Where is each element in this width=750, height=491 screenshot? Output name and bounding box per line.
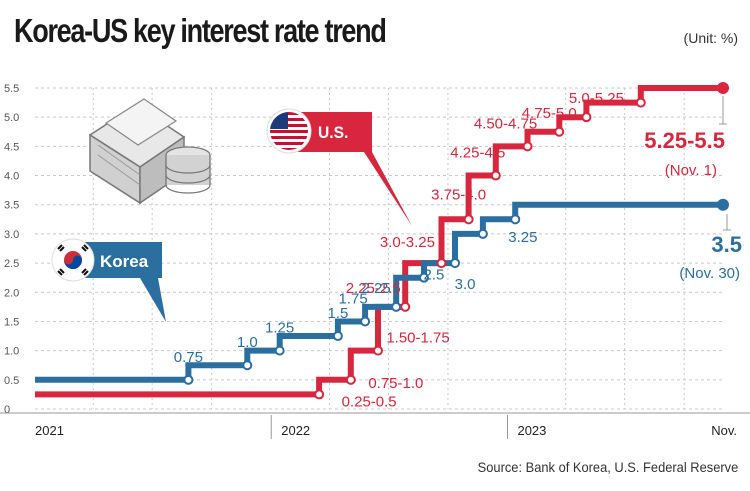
korea-rate-point xyxy=(360,316,371,327)
korea-rate-label: 1.25 xyxy=(265,320,294,337)
us-rate-label: 3.0-3.25 xyxy=(380,234,435,251)
x-tick-label: 2021 xyxy=(35,423,64,438)
money-stack-icon xyxy=(88,98,211,205)
us-rate-point xyxy=(554,126,565,137)
us-rate-label: 0.75-1.0 xyxy=(368,375,423,392)
us-flag-icon xyxy=(270,112,308,150)
y-tick-label: 0.5 xyxy=(4,375,19,387)
us-rate-point xyxy=(400,301,411,312)
data-labels-layer: 0.25-0.50.75-1.0 1.50-1.75 2.25-2.5 3.0-3.2… xyxy=(174,90,624,410)
korea-rate-point xyxy=(450,258,461,269)
x-tick-label: 2023 xyxy=(517,423,546,438)
us-end-date: (Nov. 1) xyxy=(665,162,717,179)
y-tick-label: 2.5 xyxy=(4,258,19,270)
us-rate-label: 4.75-5.0 xyxy=(522,105,577,122)
korea-rate-label: 1.0 xyxy=(237,334,258,351)
korea-rate-point xyxy=(418,272,429,283)
chart-title: Korea-US key interest rate trend xyxy=(14,12,387,49)
korea-rate-label: 1.5 xyxy=(327,305,348,322)
us-rate-point xyxy=(635,97,646,108)
us-rate-point xyxy=(490,170,501,181)
us-rate-point xyxy=(581,112,592,123)
source-note: Source: Bank of Korea, U.S. Federal Rese… xyxy=(477,459,738,475)
us-rate-label: 4.50-4.75 xyxy=(474,115,537,132)
korea-rate-point xyxy=(391,301,402,312)
x-axis: 2021 2022 2023 Nov. xyxy=(0,412,750,439)
korea-callout: Korea xyxy=(51,238,166,322)
us-rate-label: 4.25-4.5 xyxy=(450,145,505,162)
korea-rate-point xyxy=(242,360,253,371)
us-rate-point xyxy=(345,374,356,385)
us-rate-label: 5.0-5.25 xyxy=(569,90,624,107)
korea-rate-line xyxy=(35,201,723,383)
y-axis: 0 0.5 1.0 1.5 2.0 2.5 3.0 3.5 4.0 4.5 5.0 5.5 xyxy=(4,83,19,416)
us-rate-label: 2.25-2.5 xyxy=(346,280,401,297)
korea-rate-point xyxy=(274,345,285,356)
us-rate-point xyxy=(463,214,474,225)
us-rate-point xyxy=(436,258,447,269)
y-tick-label: 4.5 xyxy=(4,141,19,153)
korea-rate-point xyxy=(183,374,194,385)
x-tick-label: 2022 xyxy=(281,423,310,438)
us-end-point xyxy=(717,82,729,94)
us-rate-label: 3.75-4.0 xyxy=(431,186,486,203)
us-rate-point xyxy=(522,141,533,152)
y-tick-label: 2.0 xyxy=(4,287,19,299)
korea-end-annotation: 3.5 (Nov. 30) xyxy=(679,214,742,282)
us-rate-point xyxy=(314,389,325,400)
us-rate-label: 0.25-0.5 xyxy=(342,393,397,410)
y-tick-label: 1.5 xyxy=(4,316,19,328)
korea-rate-point xyxy=(477,228,488,239)
x-tick-label: Nov. xyxy=(711,423,737,438)
unit-label: (Unit: %) xyxy=(683,30,738,46)
us-rate-label: 1.50-1.75 xyxy=(386,330,449,347)
korea-series-label: Korea xyxy=(100,252,149,271)
y-tick-label: 3.5 xyxy=(4,200,19,212)
korea-rate-point xyxy=(510,214,521,225)
series-layer xyxy=(35,82,729,400)
y-tick-label: 4.0 xyxy=(4,171,19,183)
korea-rate-label: 2.25 xyxy=(362,280,391,297)
korea-rate-label: 0.75 xyxy=(174,349,203,366)
us-series-label: U.S. xyxy=(318,123,348,142)
korea-rate-label: 2.5 xyxy=(424,267,445,284)
y-tick-label: 5.0 xyxy=(4,112,19,124)
korea-end-value: 3.5 xyxy=(711,232,742,257)
y-tick-label: 3.0 xyxy=(4,229,19,241)
y-tick-label: 5.5 xyxy=(4,83,19,95)
us-callout: U.S. xyxy=(266,108,412,226)
korea-end-point xyxy=(717,198,729,211)
korea-end-date: (Nov. 30) xyxy=(679,265,740,282)
y-tick-label: 1.0 xyxy=(4,346,19,358)
korea-rate-label: 3.25 xyxy=(508,229,537,246)
us-end-annotation: 5.25-5.5 (Nov. 1) xyxy=(644,96,727,179)
y-tick-label: 0 xyxy=(4,404,10,416)
us-rate-point xyxy=(373,345,384,356)
korea-flag-icon xyxy=(57,244,89,276)
korea-rate-label: 3.0 xyxy=(455,276,476,293)
korea-rate-label: 1.75 xyxy=(338,290,367,307)
us-end-value: 5.25-5.5 xyxy=(644,128,725,153)
korea-rate-point xyxy=(332,331,343,342)
